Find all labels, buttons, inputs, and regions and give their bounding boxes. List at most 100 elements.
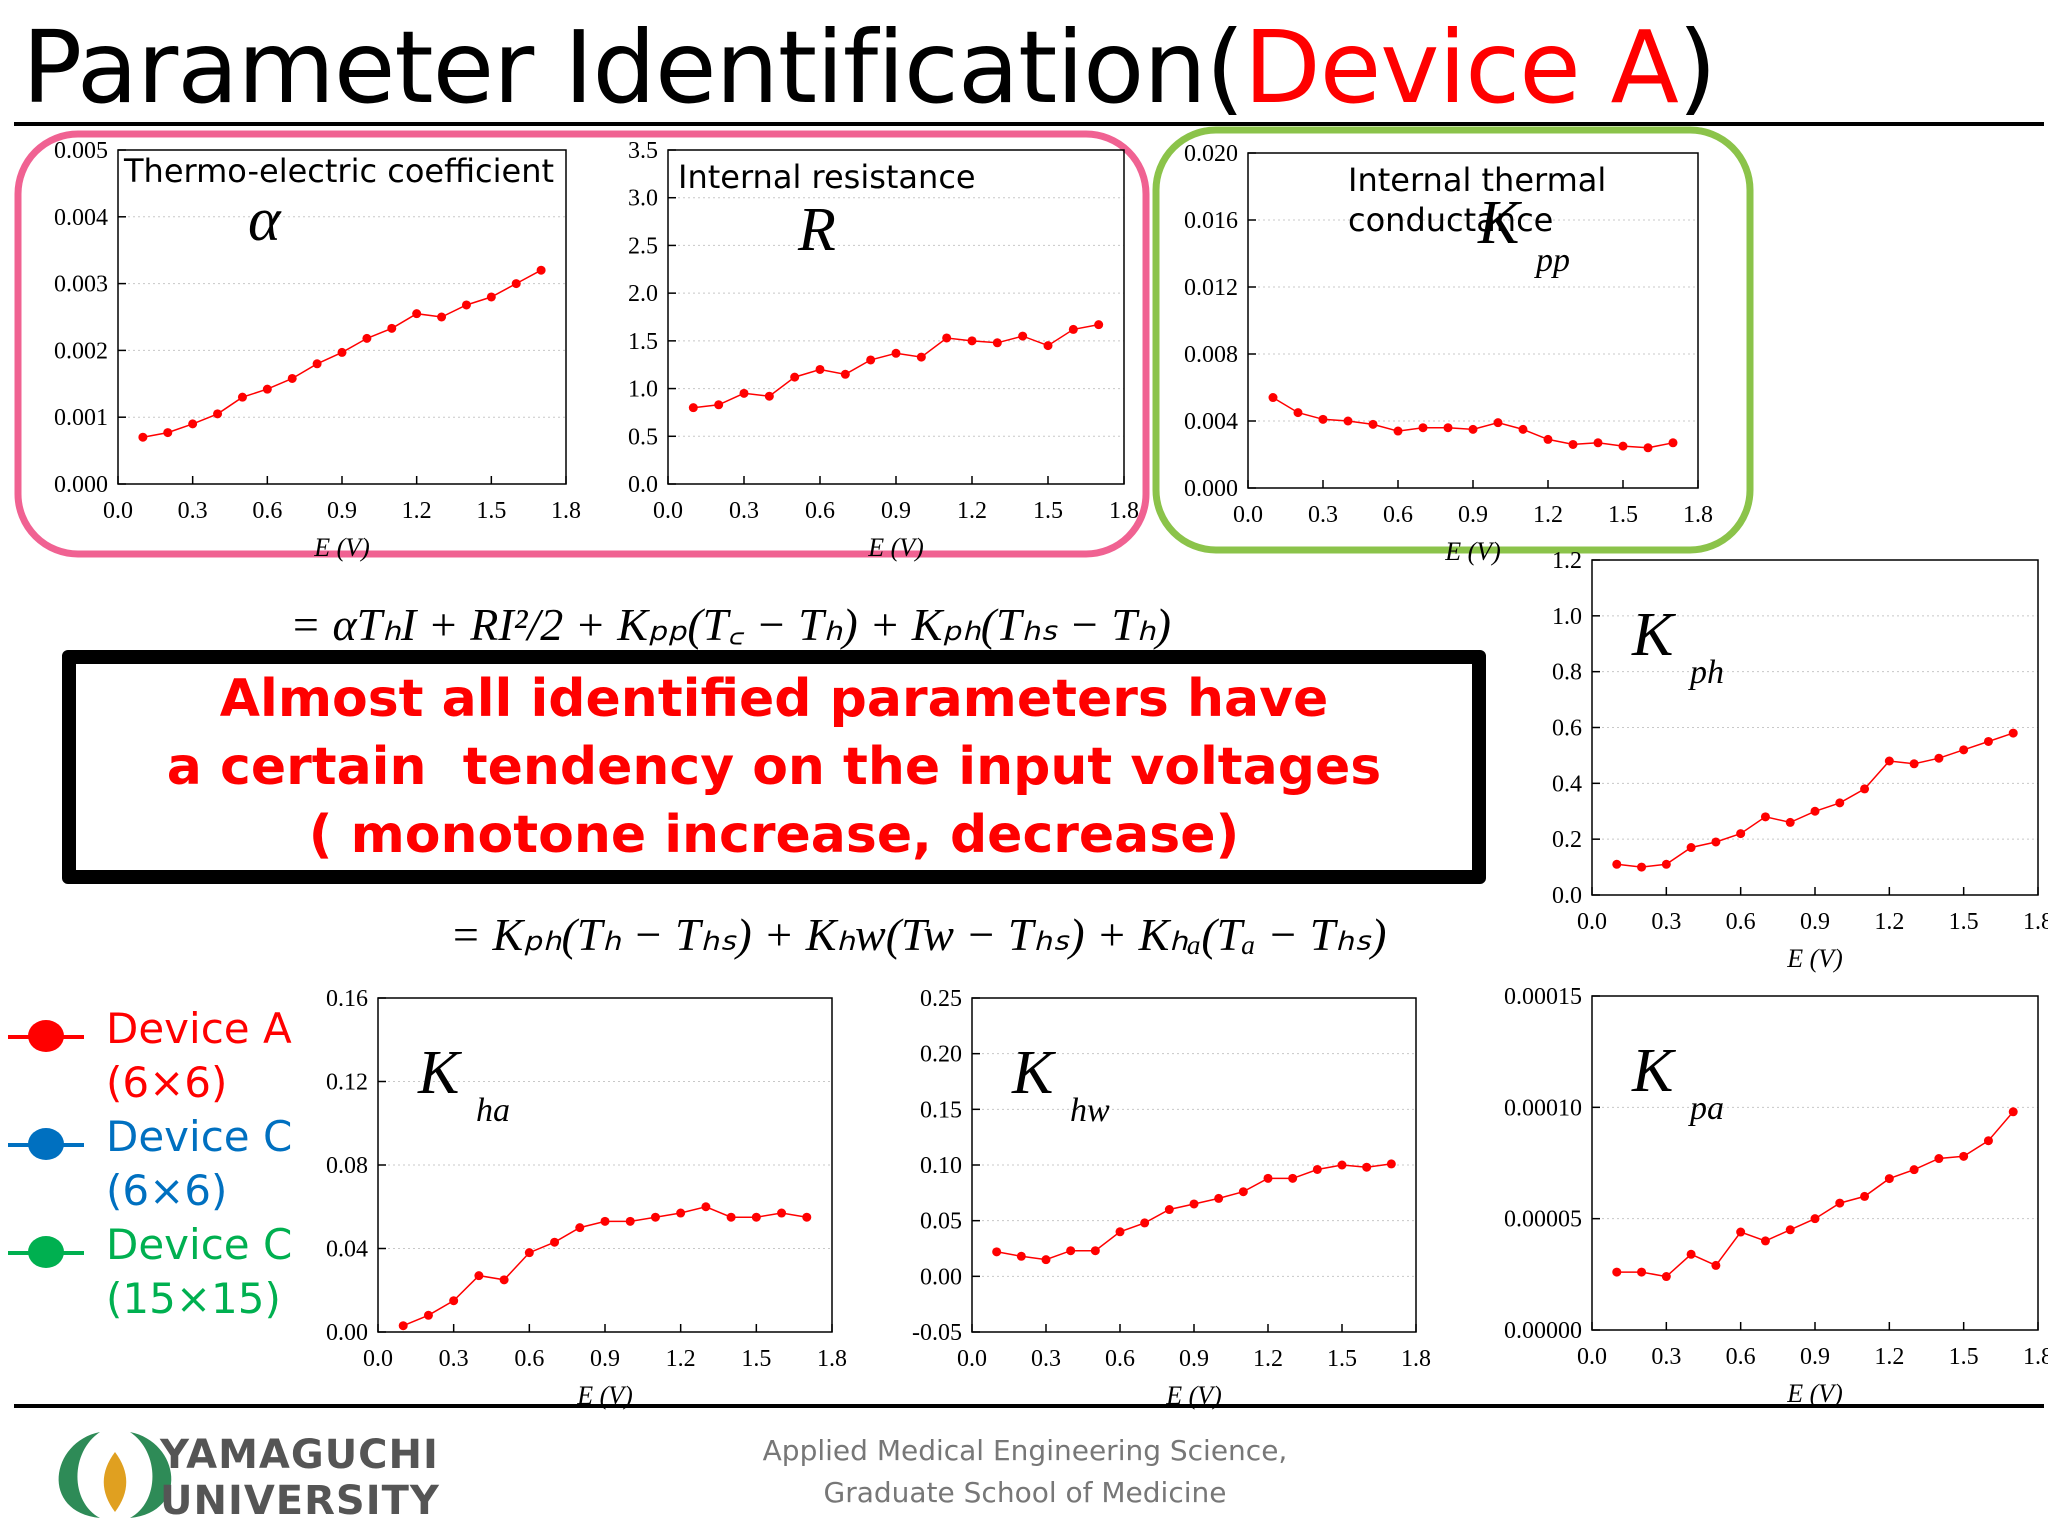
y-tick-label: 3.0 [628,186,658,212]
data-point [1760,812,1770,822]
data-point [499,1275,509,1285]
chart-symbol: R [797,196,836,264]
y-tick-label: 0.0 [628,472,658,498]
data-point [1189,1199,1199,1209]
chart-label-text: Thermo-electric coefficient [123,152,554,190]
title-divider [14,122,2044,126]
slide-title: Parameter Identification(Device A) [22,6,1717,130]
chart-symbol-subscript: ph [1688,654,1724,691]
data-point [398,1321,408,1331]
x-tick-label: 1.8 [2023,1344,2048,1370]
x-tick-label: 0.6 [1383,502,1413,528]
y-tick-label: 0.8 [1552,660,1582,686]
x-axis-label: E (V) [1786,1379,1843,1408]
chart-symbol: α [248,186,282,254]
data-point [387,323,397,333]
x-tick-label: 0.3 [178,498,208,524]
y-tick-label: 0.003 [54,272,108,298]
data-point [1934,1154,1944,1164]
data-point [1835,798,1845,808]
pink-group-box [14,130,1150,558]
data-point [916,352,926,362]
data-point [575,1223,585,1233]
data-point [1140,1218,1150,1228]
y-tick-label: 0.15 [920,1097,962,1123]
x-tick-label: 0.6 [1726,909,1756,935]
data-point [1094,320,1104,330]
data-point [1785,817,1795,827]
chart-Kpp: 0.000 0.004 0.008 0.012 0.016 0.020 0.0 0.3 0.6 0… [1184,141,1713,566]
data-point [600,1216,610,1226]
data-point [764,391,774,401]
x-tick-label: 1.8 [1401,1346,1431,1372]
chart-R: 0.0 0.5 1.0 1.5 2.0 2.5 3.0 3.5 0.0 0.3 0.6 0.9 1.2 1… [628,138,1139,562]
equation-1: = αTₕI + RI²/2 + Kₚₚ(T꜀ − Tₕ) + Kₚₕ(Tₕₛ … [290,599,1171,650]
data-point [1909,759,1919,769]
data-point [891,348,901,358]
data-point [625,1216,635,1226]
data-point [1238,1187,1248,1197]
legend-label: Device A (6×6) [106,1004,292,1107]
x-tick-label: 0.3 [1031,1346,1061,1372]
chart-symbol: K [1631,1037,1677,1105]
data-point [1785,1225,1795,1235]
footer-line-2: Graduate School of Medicine [823,1476,1227,1509]
data-point [701,1202,711,1212]
series-line [1616,732,2014,868]
banner-line-1: Almost all identified parameters have [219,669,1329,729]
data-point [1543,434,1553,444]
banner-line-2: a certain tendency on the input voltages [166,737,1382,797]
y-tick-label: 0.20 [920,1042,962,1068]
data-point [1661,1272,1671,1282]
data-point [1736,829,1746,839]
footer-line-1: Applied Medical Engineering Science, [762,1434,1288,1467]
y-tick-label: 0.10 [920,1153,962,1179]
y-tick-label: 0.00 [326,1320,368,1346]
data-point [1810,806,1820,816]
y-tick-label: 0.05 [920,1209,962,1235]
data-point [1066,1246,1076,1256]
data-point [337,347,347,357]
data-point [1090,1246,1100,1256]
data-point [1760,1236,1770,1246]
y-tick-label: 0.12 [326,1070,368,1096]
data-point [1860,784,1870,794]
data-point [1268,393,1278,403]
x-tick-label: 0.0 [1233,502,1263,528]
data-point [790,372,800,382]
chart-Khw: -0.05 0.00 0.05 0.10 0.15 0.20 0.25 0.0 0.3 0.6 0.… [912,986,1431,1410]
legend-item: Device A (6×6) [0,1000,310,1110]
x-axis-label: E (V) [1165,1381,1222,1410]
data-point [1909,1165,1919,1175]
data-point [1343,416,1353,426]
legend-dot-icon [28,1020,64,1052]
data-point [237,392,247,402]
data-point [1668,438,1678,448]
y-tick-label: 1.5 [628,329,658,355]
data-point [1884,1174,1894,1184]
data-point [1959,1151,1969,1161]
x-tick-label: 1.5 [1033,498,1063,524]
y-tick-label: 0.00000 [1504,1318,1582,1344]
title-highlight: Device A [1243,9,1679,126]
data-point [866,355,876,365]
x-tick-label: 0.0 [1577,1344,1607,1370]
chart-Kpa: 0.00000 0.00005 0.00010 0.00015 0.0 0.3 0.6 0.9… [1504,984,2048,1408]
x-tick-label: 0.0 [1577,909,1607,935]
y-tick-label: 0.16 [326,986,368,1012]
data-point [423,1310,433,1320]
data-point [1016,1251,1026,1261]
y-tick-label: 0.04 [326,1237,368,1263]
data-point [1312,1164,1322,1174]
y-tick-label: 0.00005 [1504,1207,1582,1233]
data-point [287,373,297,383]
x-tick-label: 0.3 [1651,1344,1681,1370]
data-point [486,292,496,302]
data-point [461,300,471,310]
x-tick-label: 0.9 [327,498,357,524]
x-tick-label: 0.3 [1651,909,1681,935]
x-tick-label: 0.9 [1800,1344,1830,1370]
data-point [1518,424,1528,434]
y-tick-label: 0.002 [54,338,108,364]
